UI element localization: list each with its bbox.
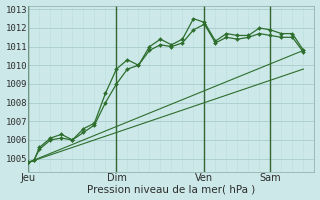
X-axis label: Pression niveau de la mer( hPa ): Pression niveau de la mer( hPa ) <box>87 184 256 194</box>
